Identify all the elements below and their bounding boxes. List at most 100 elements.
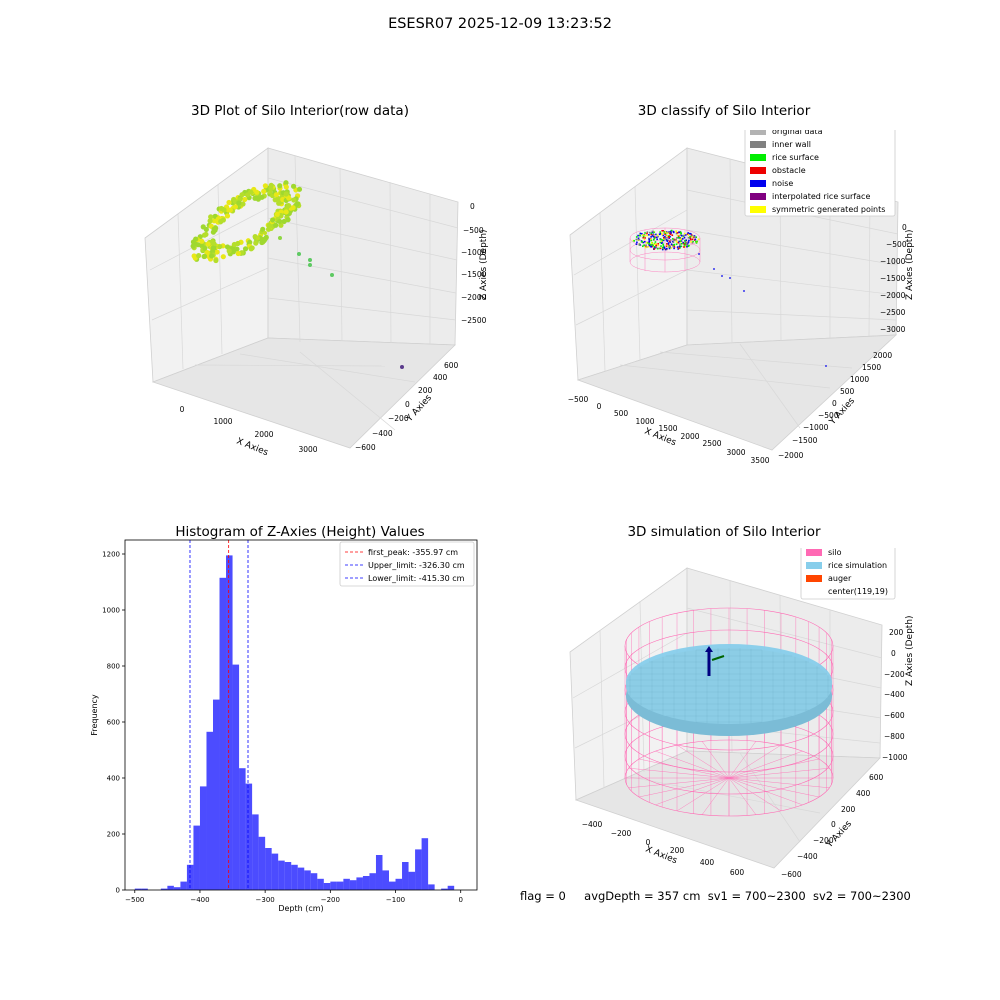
p2-point (671, 238, 674, 240)
p2-point (653, 234, 655, 236)
p2-point (659, 231, 661, 233)
p1-point (224, 244, 231, 250)
p1-point (285, 217, 291, 223)
p2-point (648, 241, 651, 243)
legend-label: inner wall (772, 140, 811, 149)
p4-ztick: 0 (891, 649, 896, 658)
p2-point (665, 234, 668, 237)
sv1-text: sv1 = 700~2300 (707, 889, 806, 903)
p2-point (645, 244, 647, 247)
silo-floor-spoke (655, 777, 730, 806)
histogram-bar (232, 664, 240, 890)
p1-point (208, 253, 215, 259)
legend-swatch (750, 141, 766, 148)
p2-point (663, 231, 666, 233)
p1-point (273, 222, 279, 228)
histogram-bar (291, 864, 298, 890)
p1-point (210, 229, 216, 235)
p2-point (656, 234, 659, 236)
p2-point (647, 245, 649, 248)
panel2-title: 3D classify of Silo Interior (637, 103, 811, 119)
histogram-bar (395, 878, 403, 890)
p2-point (639, 232, 642, 235)
p2-point (676, 237, 678, 239)
p2-point (651, 242, 653, 244)
legend-label: symmetric generated points (772, 205, 885, 214)
p2-point (687, 241, 690, 243)
histogram-ytick-label: 600 (107, 719, 120, 727)
p2-point (678, 236, 681, 239)
p1-ztick: −2500 (461, 316, 487, 325)
silo-floor-spoke (701, 741, 730, 779)
p2-point (659, 233, 662, 235)
p2-point (678, 231, 680, 233)
p2-point (694, 236, 696, 239)
histogram-bar (428, 884, 435, 890)
p2-point (636, 241, 638, 244)
histogram-bar (213, 699, 220, 890)
p2-point (648, 233, 650, 236)
silo-floor-spoke (628, 767, 730, 779)
p1-ztick: −1000 (461, 248, 487, 257)
legend-label: noise (772, 179, 793, 188)
silo-floor-spoke (638, 777, 730, 798)
p2-point (679, 238, 682, 241)
silo-floor-spoke (728, 744, 782, 779)
p2-point (641, 234, 644, 236)
p2-point (669, 239, 672, 241)
p4-xtick: 0 (646, 838, 651, 847)
p1-point (239, 192, 245, 198)
p2-point (653, 248, 656, 250)
silo-floor-spoke (728, 741, 757, 779)
p2-point (659, 247, 662, 250)
p2-point (681, 238, 684, 240)
p2-point (635, 236, 638, 238)
p1-xtick: 0 (180, 405, 185, 414)
p2-point (668, 235, 670, 237)
p2-point (642, 235, 645, 238)
p4-ztick: −1000 (882, 753, 908, 762)
p2-xtick: 1500 (658, 424, 677, 433)
p1-zlabel: Z Axies (Depth) (479, 229, 489, 300)
histogram-bar (173, 887, 181, 890)
p2-point (662, 245, 665, 247)
histogram-bar (336, 881, 344, 890)
p2-point (673, 247, 675, 250)
p2-point (650, 236, 652, 238)
p4-ytick: −600 (781, 870, 802, 879)
p2-point (667, 243, 670, 245)
p2-point (678, 244, 681, 247)
p2-point (669, 235, 671, 238)
p1-point (253, 240, 259, 246)
p2-point (638, 244, 641, 246)
status-footer: flag = 0 avgDepth = 357 cm sv1 = 700~230… (520, 889, 911, 903)
p2-point (656, 236, 658, 239)
histogram-bar (193, 825, 200, 890)
p2-point (687, 236, 690, 239)
histogram-bar (362, 876, 370, 890)
p2-point (662, 230, 665, 232)
p2-ztick: −2000 (880, 291, 906, 300)
p1-point (273, 192, 279, 198)
p1-point (190, 243, 196, 249)
p1-xtick: 3000 (298, 445, 317, 454)
p1-point (213, 257, 219, 264)
p2-point (686, 233, 689, 235)
p1-ytick: 0 (405, 400, 410, 409)
histogram-bar (258, 836, 266, 890)
p2-point (680, 237, 682, 240)
p2-point (655, 243, 657, 245)
p2-point (637, 238, 640, 241)
histogram-legend-label: Upper_limit: -326.30 cm (368, 561, 465, 570)
histogram-bar (180, 881, 187, 890)
p2-point (666, 247, 668, 250)
p1-ytick: −400 (372, 429, 393, 438)
p2-point (680, 242, 683, 245)
p2-point (679, 240, 682, 242)
p2-ytick: 0 (832, 399, 837, 408)
p4-ytick: 200 (841, 805, 856, 814)
histogram-ytick-label: 0 (116, 887, 120, 895)
p2-point (692, 236, 695, 239)
p2-point (673, 239, 675, 242)
p2-point (665, 231, 668, 233)
